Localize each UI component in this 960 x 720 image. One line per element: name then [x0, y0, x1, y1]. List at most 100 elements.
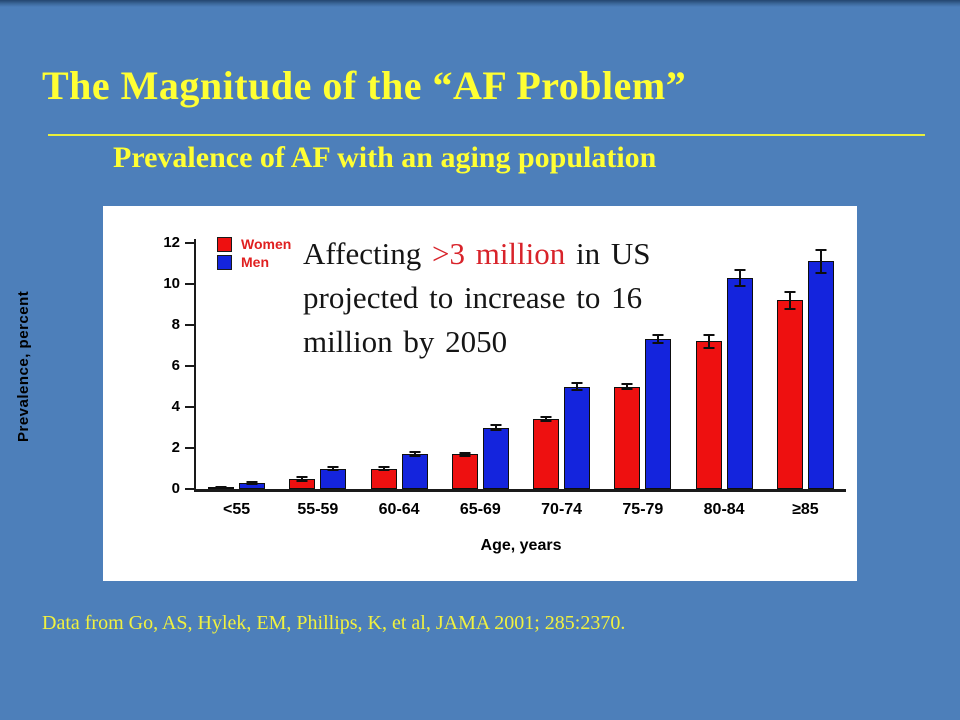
bar-fill: [776, 300, 803, 489]
y-tick: [185, 488, 194, 490]
bar-fill: [726, 277, 753, 489]
annotation-segment: Affecting: [303, 236, 432, 271]
x-tick-label: ≥85: [792, 501, 819, 518]
x-tick-label: <55: [223, 501, 251, 518]
slide-title: The Magnitude of the “AF Problem”: [42, 63, 687, 108]
bar-fill: [807, 261, 834, 489]
citation: Data from Go, AS, Hylek, EM, Phillips, K…: [42, 612, 626, 634]
x-axis-title: Age, years: [480, 537, 562, 554]
chart-panel: Prevalence, percent 0 2 4 6 8 10 12 Women Men <…: [15, 206, 857, 581]
x-tick-label: 80-84: [703, 501, 745, 518]
bar-women: [208, 485, 235, 489]
bar-fill: [564, 386, 591, 489]
bar-fill: [451, 454, 478, 489]
x-axis-labels: <55 55-59 60-64 65-69 70-74 75-79 80-84 ≥85: [196, 501, 846, 519]
error-bar: [626, 383, 629, 390]
error-bar: [494, 423, 497, 432]
legend-swatch: [217, 255, 232, 270]
legend-swatch: [217, 237, 232, 252]
error-bar: [382, 466, 385, 471]
error-bar: [463, 451, 466, 457]
bar-group: [359, 451, 440, 489]
legend: Women Men: [217, 237, 291, 270]
bar-men: [564, 382, 591, 489]
error-bar: [413, 451, 416, 458]
error-bar: [332, 466, 335, 471]
bar-women: [289, 475, 316, 489]
legend-label: Women: [241, 236, 292, 252]
annotation-highlight: >3 million: [431, 236, 566, 271]
bar-group: [684, 268, 765, 489]
bar-men: [401, 451, 428, 489]
error-bar: [545, 416, 548, 423]
x-tick-label: 75-79: [622, 501, 664, 518]
slide-subtitle: Prevalence of AF with an aging populatio…: [113, 141, 657, 174]
title-underline: [48, 134, 925, 136]
error-bar: [220, 485, 223, 488]
bar-fill: [614, 386, 641, 489]
x-tick-label: 55-59: [297, 501, 339, 518]
error-bar: [819, 249, 822, 274]
bar-group: [602, 334, 683, 489]
y-tick-label: 8: [171, 316, 180, 333]
y-tick: [185, 365, 194, 367]
bar-fill: [695, 341, 722, 489]
annotation-segment: in US: [565, 236, 651, 271]
y-tick: [185, 242, 194, 244]
error-bar: [657, 334, 660, 345]
x-tick-label: 65-69: [459, 501, 501, 518]
top-border-strip: [0, 0, 960, 7]
annotation-segment: million by 2050: [303, 324, 508, 359]
bar-men: [239, 481, 266, 489]
bar-women: [451, 451, 478, 489]
y-axis-line: [194, 239, 196, 489]
bar-fill: [370, 468, 397, 489]
bar-group: [196, 481, 277, 489]
bar-group: [440, 423, 521, 489]
y-tick-label: 6: [171, 357, 180, 374]
bar-group: [765, 249, 846, 489]
bar-fill: [401, 454, 428, 489]
y-tick-label: 4: [171, 398, 180, 415]
x-axis-line: [194, 489, 846, 492]
bar-fill: [533, 419, 560, 489]
bar-group: [521, 382, 602, 489]
y-tick-label: 0: [171, 480, 180, 497]
bar-fill: [645, 339, 672, 489]
bar-groups: [196, 243, 846, 489]
error-bar: [576, 382, 579, 391]
bar-women: [614, 383, 641, 489]
error-bar: [707, 334, 710, 349]
bar-women: [695, 334, 722, 489]
annotation-line: projected to increase to 16: [303, 276, 651, 320]
bar-men: [645, 334, 672, 489]
y-tick-label: 2: [171, 439, 180, 456]
bar-men: [807, 249, 834, 489]
bar-men: [726, 268, 753, 489]
y-tick-label: 10: [163, 275, 180, 292]
error-bar: [301, 475, 304, 482]
legend-item: Men: [217, 255, 291, 270]
legend-item: Women: [217, 237, 291, 252]
annotation-text: Affecting >3 million in US projected to i…: [303, 232, 651, 364]
y-tick: [185, 447, 194, 449]
bar-women: [533, 416, 560, 489]
bar-fill: [482, 427, 509, 489]
x-tick-label: 70-74: [541, 501, 583, 518]
error-bar: [251, 481, 254, 485]
annotation-line: Affecting >3 million in US: [303, 232, 651, 276]
x-tick-label: 60-64: [378, 501, 420, 518]
bar-men: [320, 466, 347, 489]
error-bar: [738, 268, 741, 288]
y-tick-label: 12: [163, 234, 180, 251]
y-axis-title: Prevalence, percent: [15, 290, 32, 442]
bar-women: [370, 466, 397, 489]
plot-area: 0 2 4 6 8 10 12 Women Men <55 55-59 60-64 65-69 70-…: [163, 234, 846, 554]
bar-women: [776, 291, 803, 489]
bar-group: [277, 466, 358, 489]
y-tick: [185, 406, 194, 408]
y-tick: [185, 324, 194, 326]
error-bar: [788, 291, 791, 310]
bar-fill: [320, 468, 347, 489]
